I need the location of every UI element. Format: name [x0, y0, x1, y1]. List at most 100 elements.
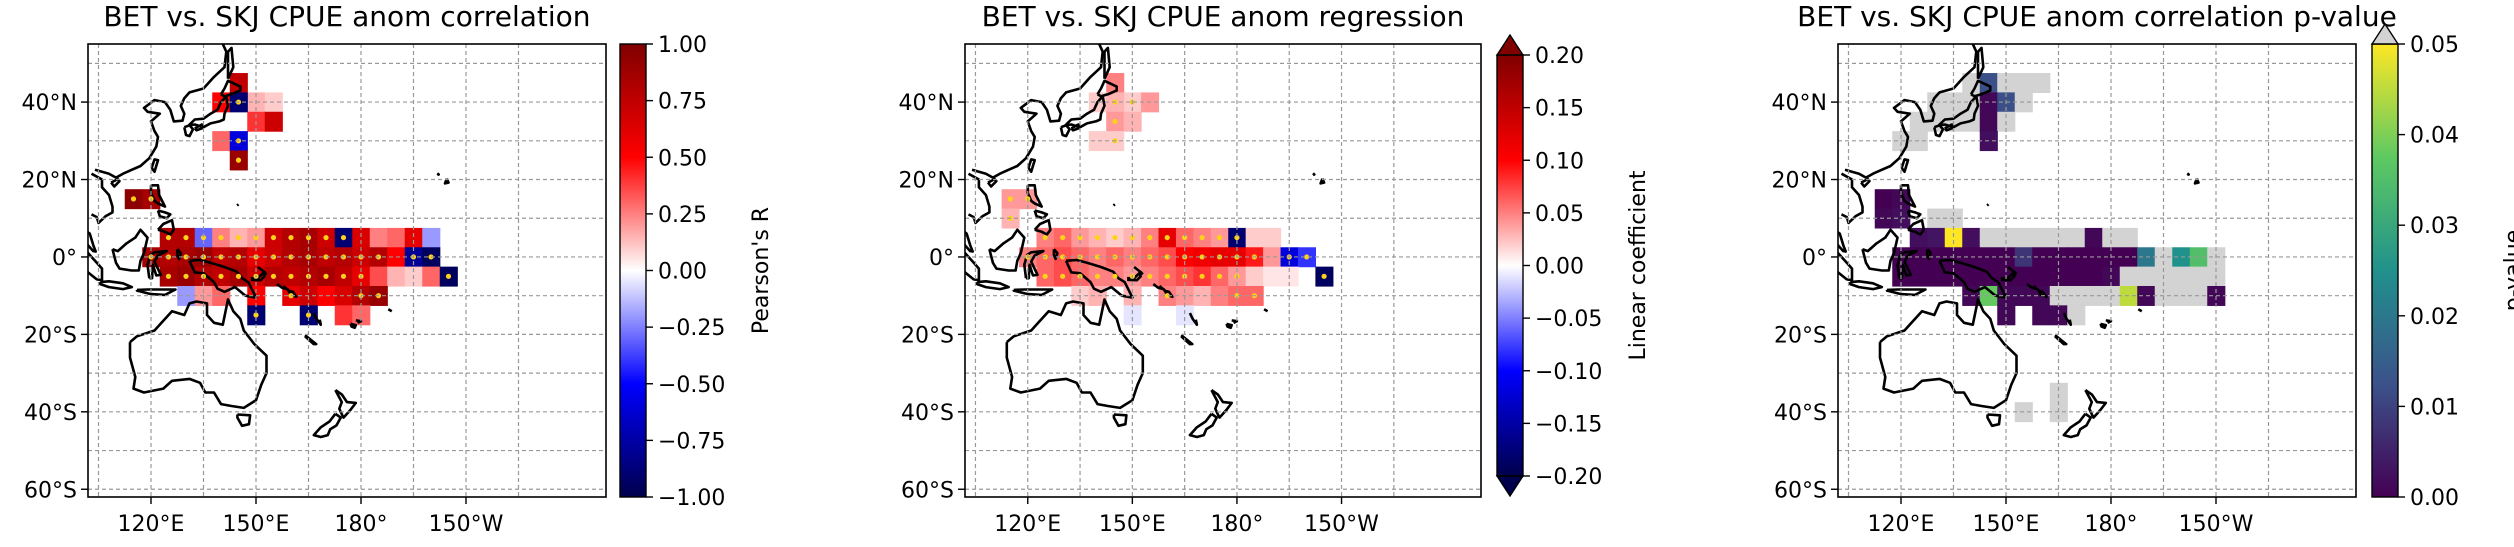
heatmap-cell [1245, 266, 1264, 287]
chart-title: BET vs. SKJ CPUE anom correlation [103, 0, 590, 33]
significance-dot [1199, 234, 1205, 241]
heatmap-cell [2119, 266, 2138, 287]
coastline [1027, 158, 1036, 174]
coastline [304, 334, 318, 346]
plot-area [1838, 44, 2356, 497]
y-tick-label: 60°S [901, 478, 954, 503]
heatmap-cell [264, 111, 283, 132]
x-tick-label: 180° [335, 512, 388, 537]
significance-dot [1042, 273, 1048, 279]
significance-dot [1112, 118, 1118, 125]
coastline [188, 258, 258, 299]
coastline [355, 319, 363, 324]
coastline [387, 308, 393, 313]
heatmap-cell [2032, 73, 2051, 93]
coastline [1133, 265, 1144, 276]
y-tick-label: 20°N [899, 169, 954, 194]
coastline [2007, 265, 2018, 276]
chart-title: BET vs. SKJ CPUE anom regression [982, 0, 1465, 33]
coastline [219, 79, 242, 98]
colorbar-tick-label: 1.00 [658, 33, 707, 58]
heatmap-cell [1263, 227, 1282, 248]
heatmap-cell [2067, 266, 2086, 287]
significance-dot [270, 273, 277, 279]
significance-dot [1199, 273, 1205, 279]
coastline [1906, 209, 1922, 220]
coastline [1210, 389, 1233, 419]
heatmap-cell [404, 227, 423, 248]
y-tick-label: 0° [929, 246, 954, 271]
significance-dot [253, 312, 259, 318]
significance-dot [1164, 234, 1170, 241]
colorbar-label: Pearson's R [749, 207, 774, 334]
axes-frame [964, 43, 1482, 498]
coastline [1112, 203, 1116, 207]
coastline [1319, 178, 1326, 185]
significance-dot [305, 312, 312, 318]
significance-dot [340, 273, 347, 279]
y-tick-label: 40°N [22, 91, 77, 116]
y-tick-label: 40°N [899, 91, 954, 116]
significance-dot [340, 234, 347, 241]
colorbar-extend-max [1495, 33, 1525, 56]
heatmap-cell [1874, 189, 1893, 210]
significance-dot [323, 273, 329, 279]
coastline [156, 209, 172, 220]
heatmap-cell [2067, 305, 2086, 326]
coastline [1064, 95, 1106, 129]
colorbar-gradient [1496, 54, 1524, 477]
heatmap-cell [1997, 227, 2016, 248]
x-tick-label: 150°E [223, 512, 290, 537]
significance-dot [1216, 273, 1223, 279]
y-tick-label: 20°S [901, 323, 954, 348]
coastline [1188, 412, 1218, 439]
coastline [1849, 280, 1884, 291]
heatmap-cell [1263, 247, 1282, 268]
coastline [99, 280, 134, 291]
chart-title: BET vs. SKJ CPUE anom correlation p-valu… [1797, 0, 2397, 33]
coastline [1112, 413, 1128, 428]
significance-dot [1042, 234, 1048, 241]
coastline [110, 177, 121, 188]
heatmap-cell [229, 73, 248, 93]
significance-dot [1164, 254, 1170, 260]
heatmap-cell [422, 266, 441, 287]
significance-dot [1112, 273, 1118, 279]
coastline [1838, 230, 1847, 253]
coastline [988, 228, 1026, 272]
panel-3: 120°E 150°E 180° 150°W 40°N 20°N 0° 20°S 40°S 60°… [1772, 0, 2514, 537]
x-tick-label: 120°E [994, 512, 1061, 537]
colorbar-tick-label: 0.02 [2410, 305, 2459, 330]
coastline [2186, 172, 2190, 177]
significance-dot [323, 234, 329, 241]
significance-dot [288, 234, 294, 241]
heatmap-cell [2102, 227, 2121, 248]
colorbar-tick-label: 0.00 [658, 260, 707, 285]
y-tick-label: 40°S [24, 401, 77, 426]
heatmap-cell [334, 305, 353, 326]
y-tick-label: 0° [1802, 246, 1827, 271]
colorbar-tick-label: 0.03 [2410, 214, 2459, 239]
coastline [1225, 322, 1233, 330]
colorbar-tick-label: −0.20 [1535, 465, 1602, 490]
coastline [1844, 44, 1978, 179]
coastline [187, 95, 230, 129]
heatmap-cell [1909, 266, 1928, 287]
heatmap-cell [2014, 73, 2033, 93]
coastline [1976, 46, 1985, 80]
coastline [1096, 79, 1118, 98]
heatmap-cell [2049, 305, 2068, 326]
heatmap-cell [2014, 266, 2033, 287]
significance-dot [1094, 273, 1101, 279]
significance-dot [445, 273, 452, 279]
heatmap-cell [1927, 227, 1946, 248]
significance-dot [1234, 234, 1240, 241]
coastline [1838, 251, 1854, 282]
significance-dot [305, 234, 312, 241]
colorbar-label: Linear coefficient [1626, 170, 1651, 360]
significance-dot [1182, 234, 1188, 241]
significance-dot [1304, 254, 1310, 260]
significance-dot [1164, 273, 1170, 279]
coastline [88, 230, 97, 253]
coastline [312, 412, 342, 439]
